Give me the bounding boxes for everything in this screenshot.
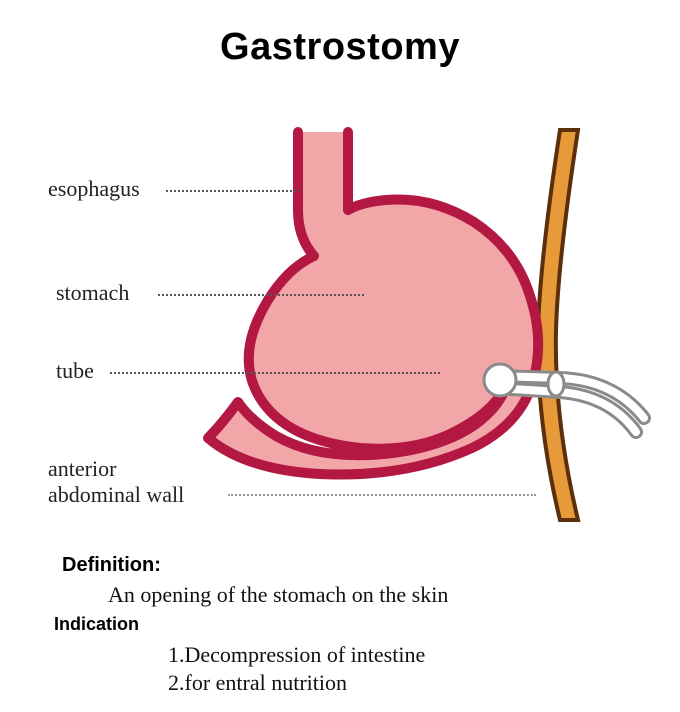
tube-lower	[496, 388, 636, 432]
definition-body: An opening of the stomach on the skin	[108, 582, 448, 608]
leader-wall	[228, 494, 536, 496]
indication-heading: Indication	[54, 614, 139, 635]
label-wall-line1: anterior	[48, 456, 116, 482]
stomach-outline	[208, 132, 538, 474]
indication-item-2: 2.for entral nutrition	[168, 670, 347, 696]
abdominal-wall-outline	[538, 130, 578, 520]
label-stomach: stomach	[56, 280, 129, 306]
tube-upper	[496, 376, 644, 418]
tube-upper-fill	[496, 376, 644, 418]
page-title: Gastrostomy	[220, 26, 460, 69]
abdominal-wall-shape	[538, 130, 578, 520]
leader-stomach	[158, 294, 364, 296]
tube-flange	[484, 364, 516, 396]
stomach-shape	[208, 132, 538, 474]
label-tube: tube	[56, 358, 94, 384]
label-wall-line2: abdominal wall	[48, 482, 184, 508]
tube-wall-bumper	[548, 372, 564, 396]
label-esophagus: esophagus	[48, 176, 140, 202]
indication-item-1: 1.Decompression of intestine	[168, 642, 425, 668]
leader-tube	[110, 372, 440, 374]
tube-lower-fill	[496, 388, 636, 432]
definition-heading: Definition:	[62, 554, 161, 577]
leader-esophagus	[166, 190, 300, 192]
